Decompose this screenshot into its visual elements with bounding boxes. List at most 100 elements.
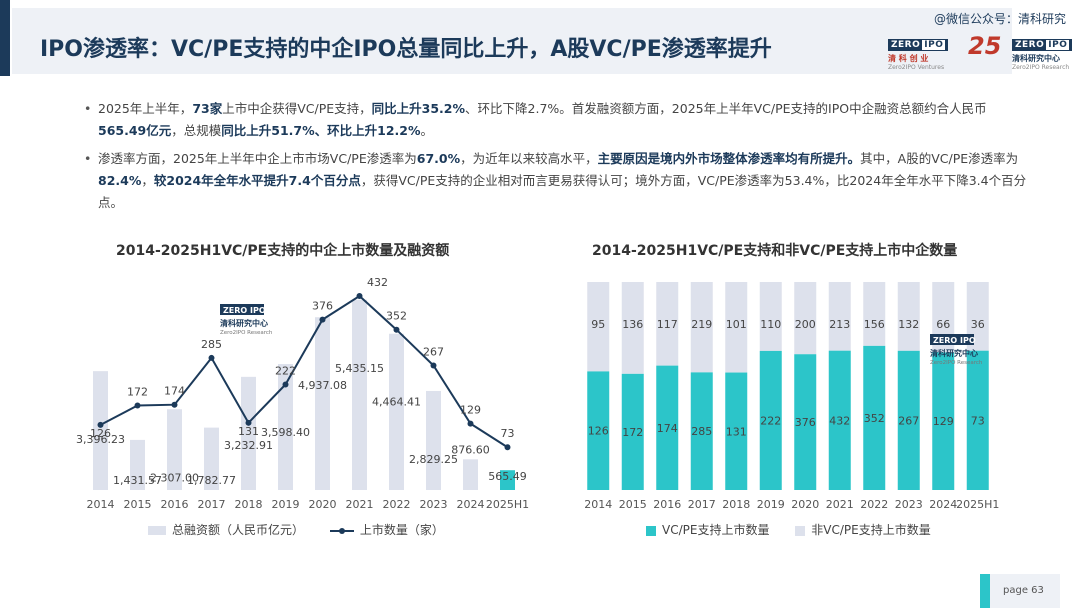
x-tick-2024: 2024 <box>929 498 957 511</box>
label-non-vcpe-2023: 132 <box>898 318 919 331</box>
x-tick-2018: 2018 <box>722 498 750 511</box>
bar-financing-2018 <box>241 376 256 490</box>
label-financing-2023: 2,829.25 <box>409 453 458 466</box>
bar-financing-2017 <box>204 427 219 490</box>
label-vcpe-2015: 172 <box>622 426 643 439</box>
label-financing-2020: 4,937.08 <box>298 379 347 392</box>
label-financing-2021: 5,435.15 <box>335 362 384 375</box>
x-tick-2015: 2015 <box>124 498 152 511</box>
title-background <box>12 8 1012 74</box>
label-listings-2014: 126 <box>90 427 111 440</box>
label-non-vcpe-2017: 219 <box>691 318 712 331</box>
x-tick-2019: 2019 <box>272 498 300 511</box>
bar-vcpe-2016 <box>656 365 679 490</box>
watermark-brand: ZERO IPO <box>933 336 976 345</box>
bar-vcpe-2020 <box>794 354 817 490</box>
x-tick-2024: 2024 <box>457 498 485 511</box>
bar-vcpe-2019 <box>759 350 782 490</box>
footer-box <box>990 574 1060 608</box>
page-number: page 63 <box>1003 585 1044 596</box>
bar-vcpe-2024 <box>932 352 955 490</box>
legend-item-financing: 总融资额（人民币亿元） <box>148 521 304 538</box>
bar-financing-2020 <box>315 317 330 490</box>
bullet-text: ，总规模 <box>171 123 222 138</box>
watermark-badge <box>220 304 264 315</box>
left-chart-svg: 3,396.23 1,431.572,307.001,782.77 3,232.91… <box>76 276 529 511</box>
x-tick-2017: 2017 <box>198 498 226 511</box>
bar-non-vcpe-2020 <box>794 282 817 355</box>
label-vcpe-2019: 222 <box>760 414 781 427</box>
left-chart-title: 2014-2025H1VC/PE支持的中企上市数量及融资额 <box>116 243 450 259</box>
label-non-vcpe-2025h1: 36 <box>971 318 985 331</box>
bullet-text: 其中，A股的VC/PE渗透率为 <box>860 151 1019 166</box>
label-vcpe-2014: 126 <box>588 425 609 438</box>
watermark-en: Zero2IPO Research <box>220 330 273 336</box>
label-vcpe-2020: 376 <box>795 416 816 429</box>
bullet-emphasis: 565.49亿元 <box>98 123 172 138</box>
label-vcpe-2018: 131 <box>726 425 747 438</box>
watermark-cn: 清科研究中心 <box>220 318 268 328</box>
right-chart-legend: VC/PE支持上市数量 非VC/PE支持上市数量 <box>646 521 953 538</box>
right-chart-title: 2014-2025H1VC/PE支持和非VC/PE支持上市中企数量 <box>592 243 958 259</box>
bullet-emphasis: 67.0% <box>416 151 461 166</box>
bar-non-vcpe-2022 <box>863 282 886 346</box>
bar-vcpe-2022 <box>863 345 886 490</box>
bullet-ipo-volume: 2025年上半年，73家上市中企获得VC/PE支持，同比上升35.2%、环比下降… <box>84 98 1030 142</box>
label-financing-2015: 1,431.57 <box>113 474 162 487</box>
bar-financing-2016 <box>167 409 182 490</box>
x-tick-2022: 2022 <box>860 498 888 511</box>
x-tick-2015: 2015 <box>619 498 647 511</box>
label-listings-2024: 129 <box>460 404 481 417</box>
label-vcpe-2023: 267 <box>898 414 919 427</box>
label-listings-2020: 376 <box>312 300 333 313</box>
x-tick-2025h1: 2025H1 <box>956 498 999 511</box>
bullet-text: 上市中企获得VC/PE支持， <box>222 101 372 116</box>
watermark-badge <box>930 334 974 345</box>
watermark-en: Zero2IPO Research <box>930 360 983 366</box>
legend-item-vcpe: VC/PE支持上市数量 <box>646 521 769 538</box>
bar-financing-2014 <box>93 371 108 490</box>
bullet-text: ，获得VC/PE支持的企业相对而言更易获得认可；境外方面，VC/PE渗透率为53… <box>98 173 1027 210</box>
point-listings-2020 <box>319 316 326 323</box>
zero2ipo-ventures-logo: ZERO IPO 清 科 创 业 Zero2IPO Ventures <box>888 32 949 71</box>
x-tick-2025h1: 2025H1 <box>486 498 529 511</box>
page-title: IPO渗透率：VC/PE支持的中企IPO总量同比上升，A股VC/PE渗透率提升 <box>40 37 772 62</box>
label-financing-2016: 2,307.00 <box>150 471 199 484</box>
point-listings-2015 <box>134 402 141 409</box>
legend-item-listings: 上市数量（家） <box>329 521 444 538</box>
bar-financing-2021 <box>352 299 367 490</box>
bar-non-vcpe-2015 <box>621 282 644 374</box>
bar-non-vcpe-2018 <box>725 282 748 373</box>
label-listings-2023: 267 <box>423 346 444 359</box>
x-tick-2017: 2017 <box>688 498 716 511</box>
bar-non-vcpe-2019 <box>759 282 782 351</box>
legend-item-non-vcpe: 非VC/PE支持上市数量 <box>795 521 931 538</box>
x-tick-2021: 2021 <box>826 498 854 511</box>
chart-watermark-logo: ZERO IPO 清科研究中心 Zero2IPO Research <box>220 304 273 336</box>
x-tick-2023: 2023 <box>420 498 448 511</box>
x-tick-2018: 2018 <box>235 498 263 511</box>
label-non-vcpe-2019: 110 <box>760 318 781 331</box>
legend-swatch-listings <box>329 526 354 536</box>
label-listings-2018: 131 <box>238 425 259 438</box>
right-chart-svg: 95 126 2014 136 172 2015 117 174 2016 219 285 2017 1… <box>584 282 999 511</box>
label-non-vcpe-2016: 117 <box>657 318 678 331</box>
bullet-text: 2025年上半年， <box>98 101 193 116</box>
legend-swatch-financing <box>148 526 166 535</box>
bar-financing-2022 <box>389 333 404 490</box>
label-financing-2017: 1,782.77 <box>187 474 236 487</box>
x-tick-2021: 2021 <box>346 498 374 511</box>
left-chart-legend: 总融资额（人民币亿元） 上市数量（家） <box>148 521 466 538</box>
bar-vcpe-2017 <box>690 372 713 490</box>
x-tick-2016: 2016 <box>653 498 681 511</box>
bullet-text: ，为近年以来较高水平， <box>460 151 598 166</box>
label-non-vcpe-2022: 156 <box>864 318 885 331</box>
legend-swatch-vcpe <box>646 525 656 536</box>
label-listings-2021: 432 <box>367 276 388 289</box>
label-non-vcpe-2014: 95 <box>591 318 605 331</box>
point-listings-2023 <box>430 362 437 369</box>
bar-non-vcpe-2025h1 <box>966 282 989 351</box>
bar-financing-2023 <box>426 390 441 490</box>
point-listings-2025h1 <box>504 444 511 451</box>
bullet-text: 、环比下降2.7%。首发融资额方面，2025年上半年VC/PE支持的IPO中企融… <box>465 101 987 116</box>
